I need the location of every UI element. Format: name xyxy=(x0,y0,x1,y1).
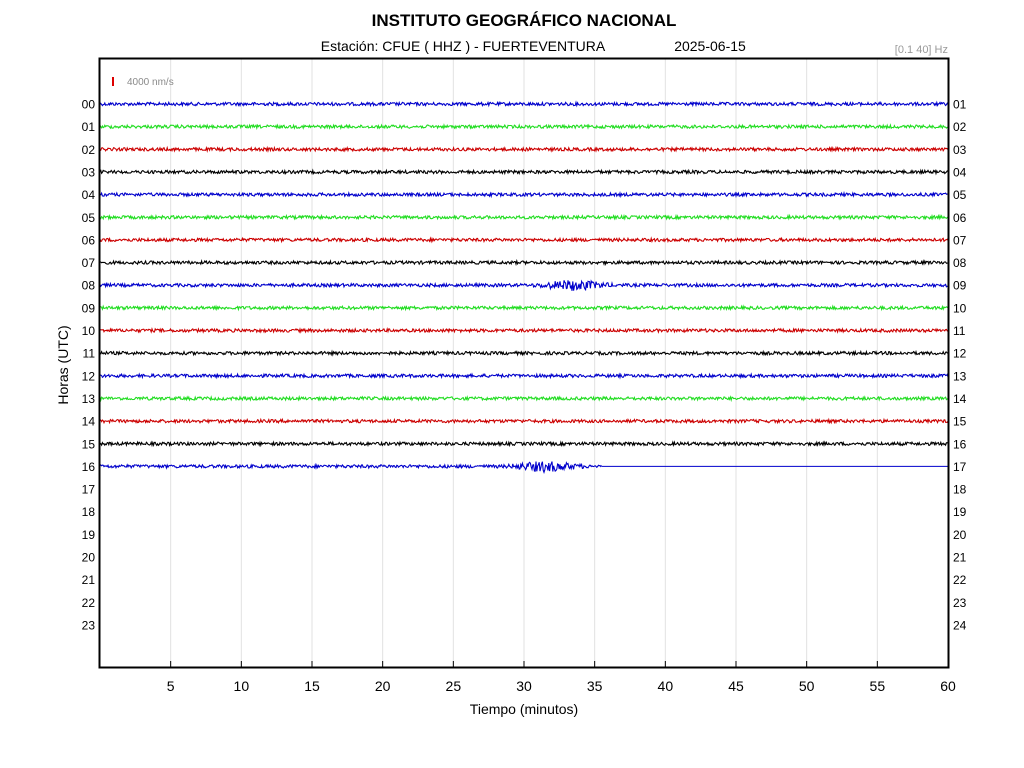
left-hour-label: 23 xyxy=(82,618,96,632)
left-hour-label: 12 xyxy=(82,369,96,383)
x-tick-label: 40 xyxy=(658,678,674,694)
left-hour-label: 17 xyxy=(82,483,96,497)
left-hour-label: 10 xyxy=(82,324,96,338)
trace-hour-16 xyxy=(99,461,603,474)
trace-hour-15 xyxy=(99,440,949,448)
left-hour-label: 20 xyxy=(82,551,96,565)
left-hour-label: 21 xyxy=(82,573,96,587)
trace-hour-04 xyxy=(99,190,949,199)
right-hour-label: 08 xyxy=(953,256,967,270)
right-hour-label: 14 xyxy=(953,392,967,406)
trace-hour-02 xyxy=(99,145,949,154)
x-tick-label: 55 xyxy=(870,678,886,694)
plot-frame xyxy=(98,57,950,669)
left-hour-label: 05 xyxy=(82,211,96,225)
scale-label: 4000 nm/s xyxy=(127,77,174,88)
left-hour-label: 22 xyxy=(82,596,96,610)
trace-hour-05 xyxy=(99,213,949,221)
trace-hour-10 xyxy=(99,326,949,334)
right-hour-axis: 01 02 03 04 05 06 07 08 09 10 11 12 13 14 15 16 17 18 19 20… xyxy=(953,98,967,633)
left-hour-label: 02 xyxy=(82,143,96,157)
left-hour-label: 06 xyxy=(82,233,96,247)
right-hour-label: 11 xyxy=(953,324,966,338)
right-hour-label: 12 xyxy=(953,347,967,361)
left-hour-label: 18 xyxy=(82,505,96,519)
trace-hour-07 xyxy=(99,258,949,267)
right-hour-label: 04 xyxy=(953,165,967,179)
trace-hour-00 xyxy=(99,100,949,108)
left-hour-label: 13 xyxy=(82,392,96,406)
left-hour-axis: 00 01 02 03 04 05 06 07 08 09 10 11 12 13 14 15 16 17 18 19… xyxy=(82,98,96,633)
x-tick-label: 10 xyxy=(234,678,250,694)
trace-hour-11 xyxy=(99,349,948,357)
y-axis-label: Horas (UTC) xyxy=(55,325,71,404)
x-axis: 5 10 15 20 25 30 35 40 45 50 55 60 xyxy=(167,661,956,694)
left-hour-label: 19 xyxy=(82,528,96,542)
right-hour-label: 05 xyxy=(953,188,967,202)
right-hour-label: 09 xyxy=(953,279,967,293)
trace-hour-08 xyxy=(99,279,949,292)
trace-hour-06 xyxy=(99,236,949,244)
trace-hour-14 xyxy=(99,417,949,425)
trace-hour-03 xyxy=(99,168,949,176)
right-hour-label: 23 xyxy=(953,596,967,610)
left-hour-label: 00 xyxy=(82,98,96,112)
x-tick-label: 35 xyxy=(587,678,603,694)
traces-group xyxy=(99,100,949,474)
right-hour-label: 18 xyxy=(953,483,967,497)
right-hour-label: 02 xyxy=(953,120,967,134)
trace-hour-13 xyxy=(99,394,948,403)
right-hour-label: 21 xyxy=(953,551,967,565)
left-hour-label: 11 xyxy=(83,347,96,361)
trace-hour-12 xyxy=(99,372,949,380)
trace-hour-09 xyxy=(99,304,949,312)
x-tick-label: 30 xyxy=(516,678,532,694)
right-hour-label: 10 xyxy=(953,301,967,315)
right-hour-label: 24 xyxy=(953,618,967,632)
x-tick-label: 20 xyxy=(375,678,391,694)
right-hour-label: 07 xyxy=(953,233,967,247)
trace-hour-01 xyxy=(99,123,949,131)
date-label: 2025-06-15 xyxy=(674,38,746,54)
left-hour-label: 16 xyxy=(82,460,96,474)
grid-lines xyxy=(170,59,878,667)
right-hour-label: 06 xyxy=(953,211,967,225)
left-hour-label: 09 xyxy=(82,301,96,315)
right-hour-label: 03 xyxy=(953,143,967,157)
right-hour-label: 01 xyxy=(953,98,967,112)
x-tick-label: 50 xyxy=(799,678,815,694)
left-hour-label: 04 xyxy=(82,188,96,202)
filter-label: [0.1 40] Hz xyxy=(895,44,948,56)
right-hour-label: 15 xyxy=(953,415,967,429)
left-hour-label: 14 xyxy=(82,415,96,429)
right-hour-label: 13 xyxy=(953,369,967,383)
right-hour-label: 17 xyxy=(953,460,967,474)
scale-indicator: 4000 nm/s xyxy=(112,77,174,88)
left-hour-label: 08 xyxy=(82,279,96,293)
x-tick-label: 60 xyxy=(940,678,956,694)
x-tick-label: 5 xyxy=(167,678,175,694)
left-hour-label: 15 xyxy=(82,437,96,451)
right-hour-label: 22 xyxy=(953,573,967,587)
left-hour-label: 07 xyxy=(82,256,96,270)
right-hour-label: 16 xyxy=(953,437,967,451)
chart-title: INSTITUTO GEOGRÁFICO NACIONAL xyxy=(372,11,677,30)
right-hour-label: 20 xyxy=(953,528,967,542)
left-hour-label: 03 xyxy=(82,165,96,179)
station-label: Estación: CFUE ( HHZ ) - FUERTEVENTURA xyxy=(321,38,606,54)
x-tick-label: 25 xyxy=(446,678,462,694)
right-hour-label: 19 xyxy=(953,505,967,519)
x-tick-label: 15 xyxy=(304,678,320,694)
left-hour-label: 01 xyxy=(82,120,96,134)
x-axis-label: Tiempo (minutos) xyxy=(470,701,578,717)
x-tick-label: 45 xyxy=(728,678,744,694)
